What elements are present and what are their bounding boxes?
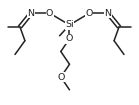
Text: O: O (86, 9, 93, 18)
Text: O: O (57, 73, 64, 82)
Text: O: O (66, 34, 73, 43)
Text: Si: Si (65, 20, 74, 30)
Text: N: N (104, 9, 111, 18)
Text: O: O (46, 9, 53, 18)
Text: N: N (28, 9, 35, 18)
